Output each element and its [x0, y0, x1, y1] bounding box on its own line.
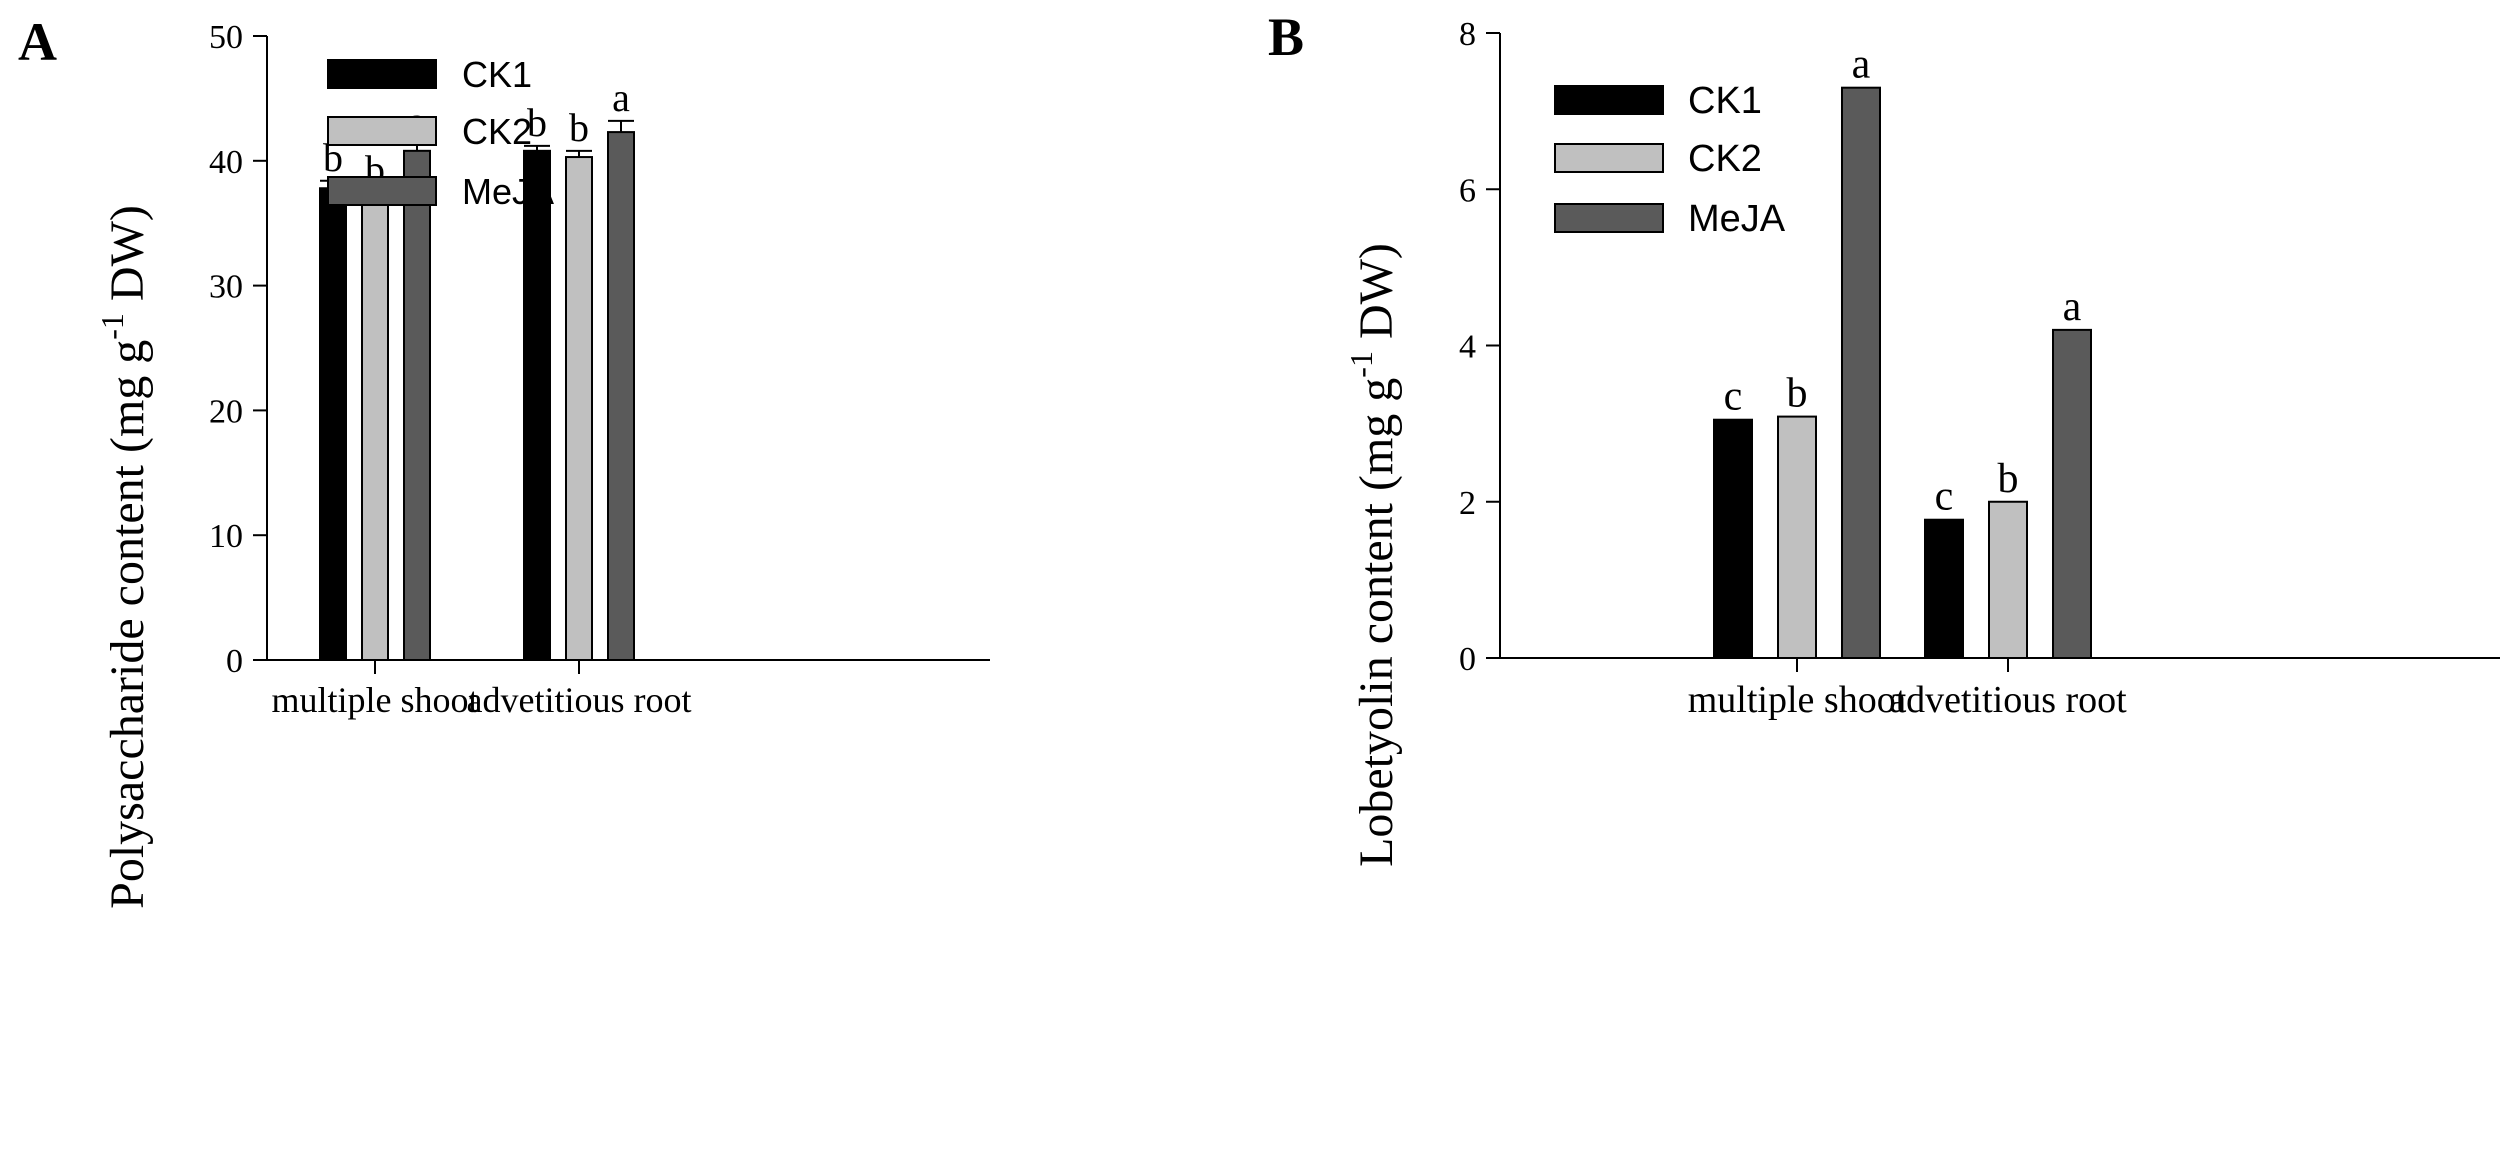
panel-a: A Polysaccharide content (mg g-1 DW) 0 10…: [18, 12, 990, 909]
panel-b-category-label-advetitious-root: advetitious root: [1889, 679, 2127, 721]
panel-a-bar-ck1-advetitious-root: [523, 149, 551, 661]
panel-b-bar-ck1-multiple-shoot: [1713, 418, 1753, 659]
panel-a-significance-letter-meja-advetitious-root: a: [612, 75, 630, 120]
panel-b-y-tick-label: 4: [1459, 329, 1476, 366]
panel-b-significance-letter-ck2-advetitious-root: b: [1998, 456, 2019, 502]
panel-a-category-label-advetitious-root: advetitious root: [467, 680, 692, 720]
panel-a-y-axis-label-superscript: -1: [94, 313, 130, 340]
panel-b-significance-letter-ck1-multiple-shoot: c: [1724, 374, 1743, 420]
panel-b-bar-meja-advetitious-root: [2052, 328, 2092, 659]
panel-a-label: A: [18, 12, 57, 72]
panel-a-y-axis-label: Polysaccharide content (mg g-1 DW): [94, 205, 154, 909]
panel-a-y-axis-label-text: Polysaccharide content (mg g: [101, 340, 154, 909]
panel-a-bar-meja-advetitious-root: [607, 131, 635, 661]
panel-a-legend-label-ck2: CK2: [462, 111, 532, 152]
panel-a-significance-letter-ck1-advetitious-root: b: [527, 100, 547, 145]
panel-b-y-tick-label: 0: [1459, 641, 1476, 678]
panel-b-y-axis-label: Lobetyolin content (mg g-1 DW): [1343, 243, 1403, 867]
panel-b-y-axis-label-unit: DW): [1350, 243, 1403, 351]
panel-b-label: B: [1268, 7, 1304, 67]
panel-b-significance-letter-ck2-multiple-shoot: b: [1787, 371, 1808, 417]
panel-a-bar-ck2-multiple-shoot: [361, 198, 389, 661]
panel-b-legend-swatch-ck1: [1554, 85, 1664, 115]
panel-b-y-tick-label: 2: [1459, 485, 1476, 522]
panel-a-y-axis-label-unit: DW): [101, 205, 154, 313]
panel-a-legend-swatch-ck2: [327, 116, 437, 146]
panel-a-bars: bbbbaa: [319, 75, 635, 661]
panel-a-y-tick-label: 40: [209, 144, 243, 181]
panel-b-legend-label-ck1: CK1: [1688, 80, 1762, 122]
panel-a-significance-letter-ck1-multiple-shoot: b: [323, 135, 343, 180]
panel-b-category-label-multiple-shoot: multiple shoot: [1688, 679, 1907, 721]
panel-a-y-tick-label: 30: [209, 269, 243, 306]
panel-a-bar-ck2-advetitious-root: [565, 156, 593, 661]
panel-b-legend-label-ck2: CK2: [1688, 138, 1762, 180]
panel-b-y-tick-label: 6: [1459, 172, 1476, 209]
panel-b-legend-swatch-meja: [1554, 203, 1664, 233]
panel-b-bar-ck2-multiple-shoot: [1777, 415, 1817, 659]
panel-b-significance-letter-meja-advetitious-root: a: [2063, 284, 2082, 330]
panel-a-y-tick-label: 10: [209, 518, 243, 555]
panel-a-y-tick-label: 20: [209, 393, 243, 430]
panel-a-legend-swatch-meja: [327, 176, 437, 206]
panel-a-category-label-multiple-shoot: multiple shoot: [272, 680, 479, 720]
panel-b-y-axis-label-superscript: -1: [1343, 351, 1379, 378]
panel-b-y-tick-label: 8: [1459, 16, 1476, 53]
panel-a-legend-swatch-ck1: [327, 59, 437, 89]
panel-a-legend: CK1 CK2 MeJA: [327, 54, 554, 212]
panel-b: B Lobetyolin content (mg g-1 DW) 0 2 4 6 8 mu…: [1268, 7, 2500, 867]
panel-a-bar-ck1-multiple-shoot: [319, 187, 347, 661]
panel-a-y-tick-label: 0: [226, 643, 243, 680]
panel-b-bar-meja-multiple-shoot: [1841, 86, 1881, 659]
panel-b-y-axis-label-text: Lobetyolin content (mg g: [1350, 378, 1403, 867]
panel-b-legend-label-meja: MeJA: [1688, 198, 1786, 240]
panel-a-legend-label-meja: MeJA: [462, 171, 554, 212]
panel-a-y-tick-label: 50: [209, 19, 243, 56]
panel-b-legend-swatch-ck2: [1554, 143, 1664, 173]
panel-a-bar-meja-multiple-shoot: [403, 149, 431, 661]
panel-b-significance-letter-ck1-advetitious-root: c: [1935, 474, 1954, 520]
panel-b-bar-ck1-advetitious-root: [1924, 518, 1964, 659]
panel-b-legend: CK1 CK2 MeJA: [1554, 80, 1786, 240]
panel-b-significance-letter-meja-multiple-shoot: a: [1852, 42, 1871, 88]
panel-b-bar-ck2-advetitious-root: [1988, 500, 2028, 659]
panel-a-significance-letter-ck2-advetitious-root: b: [569, 105, 589, 150]
panel-a-legend-label-ck1: CK1: [462, 54, 532, 95]
